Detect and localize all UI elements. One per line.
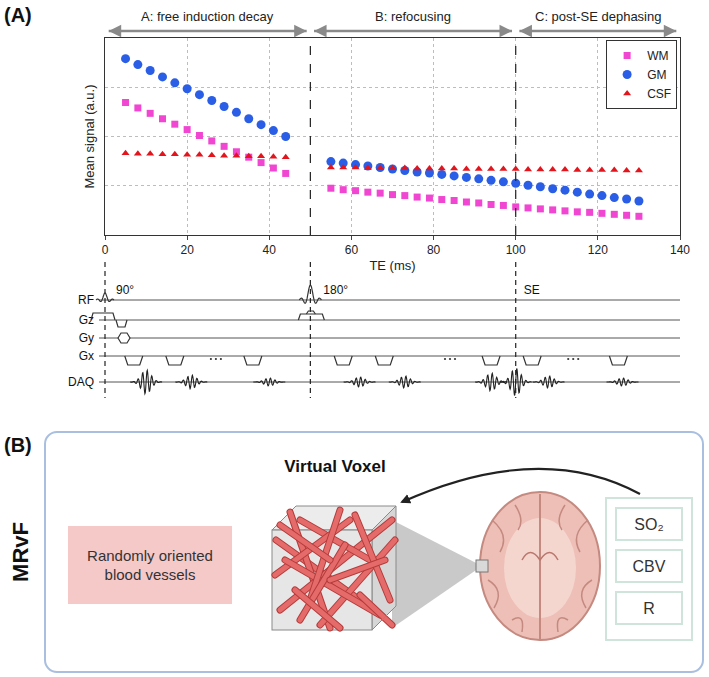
svg-text:GM: GM [647,68,666,82]
svg-text:A: free induction decay: A: free induction decay [141,9,274,24]
svg-text:40: 40 [263,243,277,257]
svg-text:MRvF: MRvF [8,522,33,582]
svg-text:0: 0 [102,243,109,257]
svg-text:Gx: Gx [79,349,94,363]
svg-text:100: 100 [506,243,526,257]
svg-text:180°: 180° [323,283,348,297]
svg-text:(B): (B) [4,434,32,456]
svg-text:DAQ: DAQ [68,375,94,389]
svg-text:20: 20 [180,243,194,257]
svg-text:SO₂: SO₂ [634,516,663,533]
svg-text:CBV: CBV [633,558,666,575]
svg-text:120: 120 [588,243,608,257]
svg-text:TE (ms): TE (ms) [369,258,415,273]
svg-text:Randomly oriented: Randomly oriented [87,547,213,564]
svg-text:blood vessels: blood vessels [105,566,196,583]
svg-text:SE: SE [524,283,540,297]
svg-text:60: 60 [345,243,359,257]
svg-text:(A): (A) [4,4,32,26]
svg-text:WM: WM [647,49,668,63]
svg-text:CSF: CSF [647,87,671,101]
svg-text:RF: RF [78,293,94,307]
svg-text:80: 80 [427,243,441,257]
svg-text:140: 140 [670,243,690,257]
svg-text:Gz: Gz [79,313,94,327]
svg-text:Gy: Gy [79,331,94,345]
svg-text:Virtual Voxel: Virtual Voxel [284,457,385,476]
svg-text:R: R [643,600,655,617]
svg-text:C: post-SE dephasing: C: post-SE dephasing [535,9,661,24]
svg-text:B: refocusing: B: refocusing [375,9,451,24]
svg-text:Mean signal (a.u.): Mean signal (a.u.) [82,84,97,188]
svg-text:90°: 90° [116,283,134,297]
